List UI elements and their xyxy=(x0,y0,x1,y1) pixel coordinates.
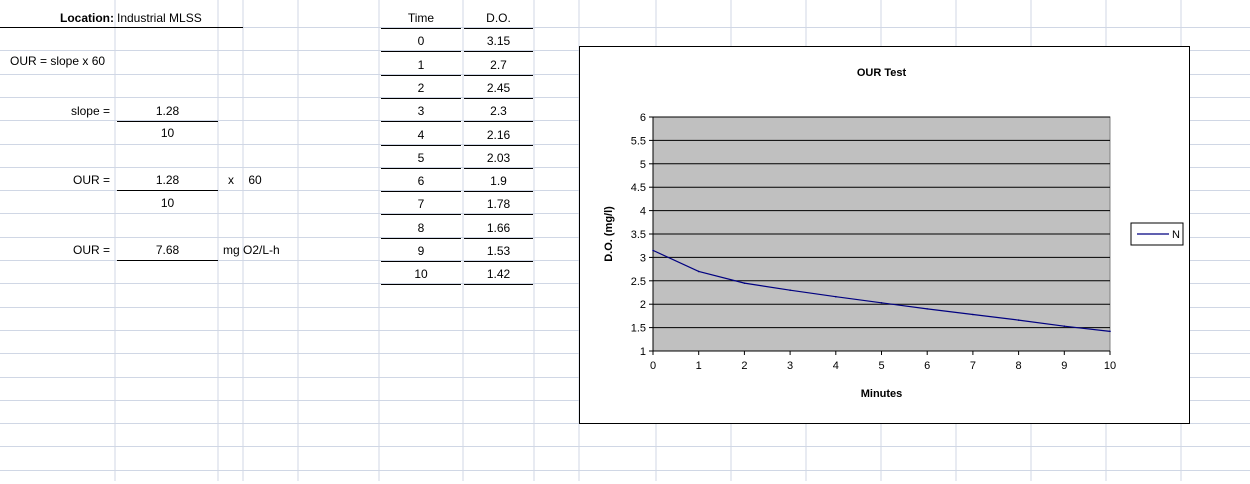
y-tick-label: 4.5 xyxy=(631,182,646,194)
our-units[interactable]: mg O2/L-h xyxy=(223,243,280,257)
chart[interactable]: 1 1.5 2 2.5 3 3.5 4 4.5 5 5.5 6 0 1 2 3 4 5 6 7 8 9 10 OUR Tes… xyxy=(579,46,1190,424)
data-point xyxy=(1109,330,1111,333)
our-label-1[interactable]: OUR = xyxy=(72,173,110,187)
y-axis-label: D.O. (mg/l) xyxy=(603,206,615,262)
table-cell-time[interactable]: 1 xyxy=(381,55,461,76)
table-cell-time[interactable]: 4 xyxy=(381,125,461,146)
our-numerator[interactable]: 1.28 xyxy=(117,170,218,191)
data-point xyxy=(789,289,791,291)
x-tick-label: 3 xyxy=(787,360,793,372)
y-tick-label: 5.5 xyxy=(631,135,646,147)
x-tick-label: 4 xyxy=(833,360,839,372)
y-tick-label: 2 xyxy=(640,299,646,311)
table-cell-do[interactable]: 2.3 xyxy=(464,101,533,122)
legend-label: N xyxy=(1172,229,1180,241)
location-underline xyxy=(0,27,243,28)
table-header-do[interactable]: D.O. xyxy=(464,8,533,29)
table-cell-do[interactable]: 3.15 xyxy=(464,31,533,52)
chart-title: OUR Test xyxy=(857,67,907,79)
x-tick-label: 6 xyxy=(924,360,930,372)
x-tick-label: 1 xyxy=(696,360,702,372)
table-cell-time[interactable]: 10 xyxy=(381,264,461,285)
x-tick-label: 9 xyxy=(1061,360,1067,372)
table-cell-do[interactable]: 2.7 xyxy=(464,55,533,76)
y-tick-label: 6 xyxy=(640,112,646,124)
y-tick-label: 1 xyxy=(640,346,646,358)
data-point xyxy=(652,249,654,252)
table-cell-time[interactable]: 9 xyxy=(381,241,461,262)
table-cell-do[interactable]: 2.03 xyxy=(464,148,533,169)
table-cell-time[interactable]: 3 xyxy=(381,101,461,122)
x-tick-label: 0 xyxy=(650,360,656,372)
table-header-time[interactable]: Time xyxy=(381,8,461,29)
y-tick-label: 1.5 xyxy=(631,323,646,335)
y-tick-label: 4 xyxy=(640,206,646,218)
y-tick-label: 5 xyxy=(640,159,646,171)
data-point xyxy=(880,301,883,304)
table-cell-do[interactable]: 2.16 xyxy=(464,125,533,146)
table-cell-do[interactable]: 1.66 xyxy=(464,218,533,239)
location-label[interactable]: Location: xyxy=(60,11,114,25)
table-cell-time[interactable]: 7 xyxy=(381,194,461,215)
table-cell-time[interactable]: 2 xyxy=(381,78,461,99)
data-point xyxy=(1063,325,1066,327)
slope-numerator[interactable]: 1.28 xyxy=(117,101,218,122)
our-denominator[interactable]: 10 xyxy=(160,196,175,210)
table-cell-do[interactable]: 1.53 xyxy=(464,241,533,262)
table-cell-time[interactable]: 6 xyxy=(381,171,461,192)
data-point xyxy=(743,282,746,284)
data-point xyxy=(972,313,974,316)
x-tick-label: 2 xyxy=(741,360,747,372)
location-value[interactable]: Industrial MLSS xyxy=(117,11,202,25)
our-formula[interactable]: OUR = slope x 60 xyxy=(10,54,106,68)
data-point xyxy=(926,308,928,310)
multiplier[interactable]: 60 xyxy=(248,173,262,187)
table-cell-time[interactable]: 5 xyxy=(381,148,461,169)
our-result[interactable]: 7.68 xyxy=(117,240,218,261)
y-tick-label: 3.5 xyxy=(631,229,646,241)
data-point xyxy=(1017,319,1020,321)
x-tick-label: 7 xyxy=(970,360,976,372)
table-cell-do[interactable]: 1.9 xyxy=(464,171,533,192)
x-tick-label: 10 xyxy=(1104,360,1116,372)
y-tick-label: 2.5 xyxy=(631,276,646,288)
x-axis-label: Minutes xyxy=(861,388,903,400)
table-cell-do[interactable]: 2.45 xyxy=(464,78,533,99)
times-sign[interactable]: x xyxy=(228,173,234,187)
y-tick-label: 3 xyxy=(640,252,646,264)
x-tick-label: 5 xyxy=(878,360,884,372)
x-tick-label: 8 xyxy=(1016,360,1022,372)
table-cell-do[interactable]: 1.42 xyxy=(464,264,533,285)
slope-label[interactable]: slope = xyxy=(70,104,110,118)
data-point xyxy=(697,270,700,273)
data-point xyxy=(835,295,837,298)
our-label-2[interactable]: OUR = xyxy=(72,243,110,257)
table-cell-time[interactable]: 0 xyxy=(381,31,461,52)
slope-denominator[interactable]: 10 xyxy=(160,126,175,140)
table-cell-time[interactable]: 8 xyxy=(381,218,461,239)
table-cell-do[interactable]: 1.78 xyxy=(464,194,533,215)
